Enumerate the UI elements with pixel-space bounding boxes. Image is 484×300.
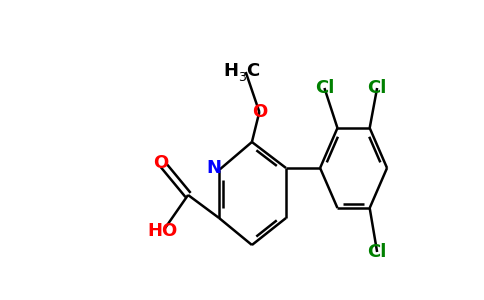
Text: Cl: Cl xyxy=(367,243,387,261)
Text: O: O xyxy=(252,103,267,121)
Text: Cl: Cl xyxy=(315,79,334,97)
Text: O: O xyxy=(153,154,168,172)
Text: N: N xyxy=(206,159,221,177)
Text: H: H xyxy=(223,61,238,80)
Text: 3: 3 xyxy=(238,71,246,84)
Text: C: C xyxy=(246,61,259,80)
Text: HO: HO xyxy=(147,222,177,240)
Text: Cl: Cl xyxy=(367,79,387,97)
